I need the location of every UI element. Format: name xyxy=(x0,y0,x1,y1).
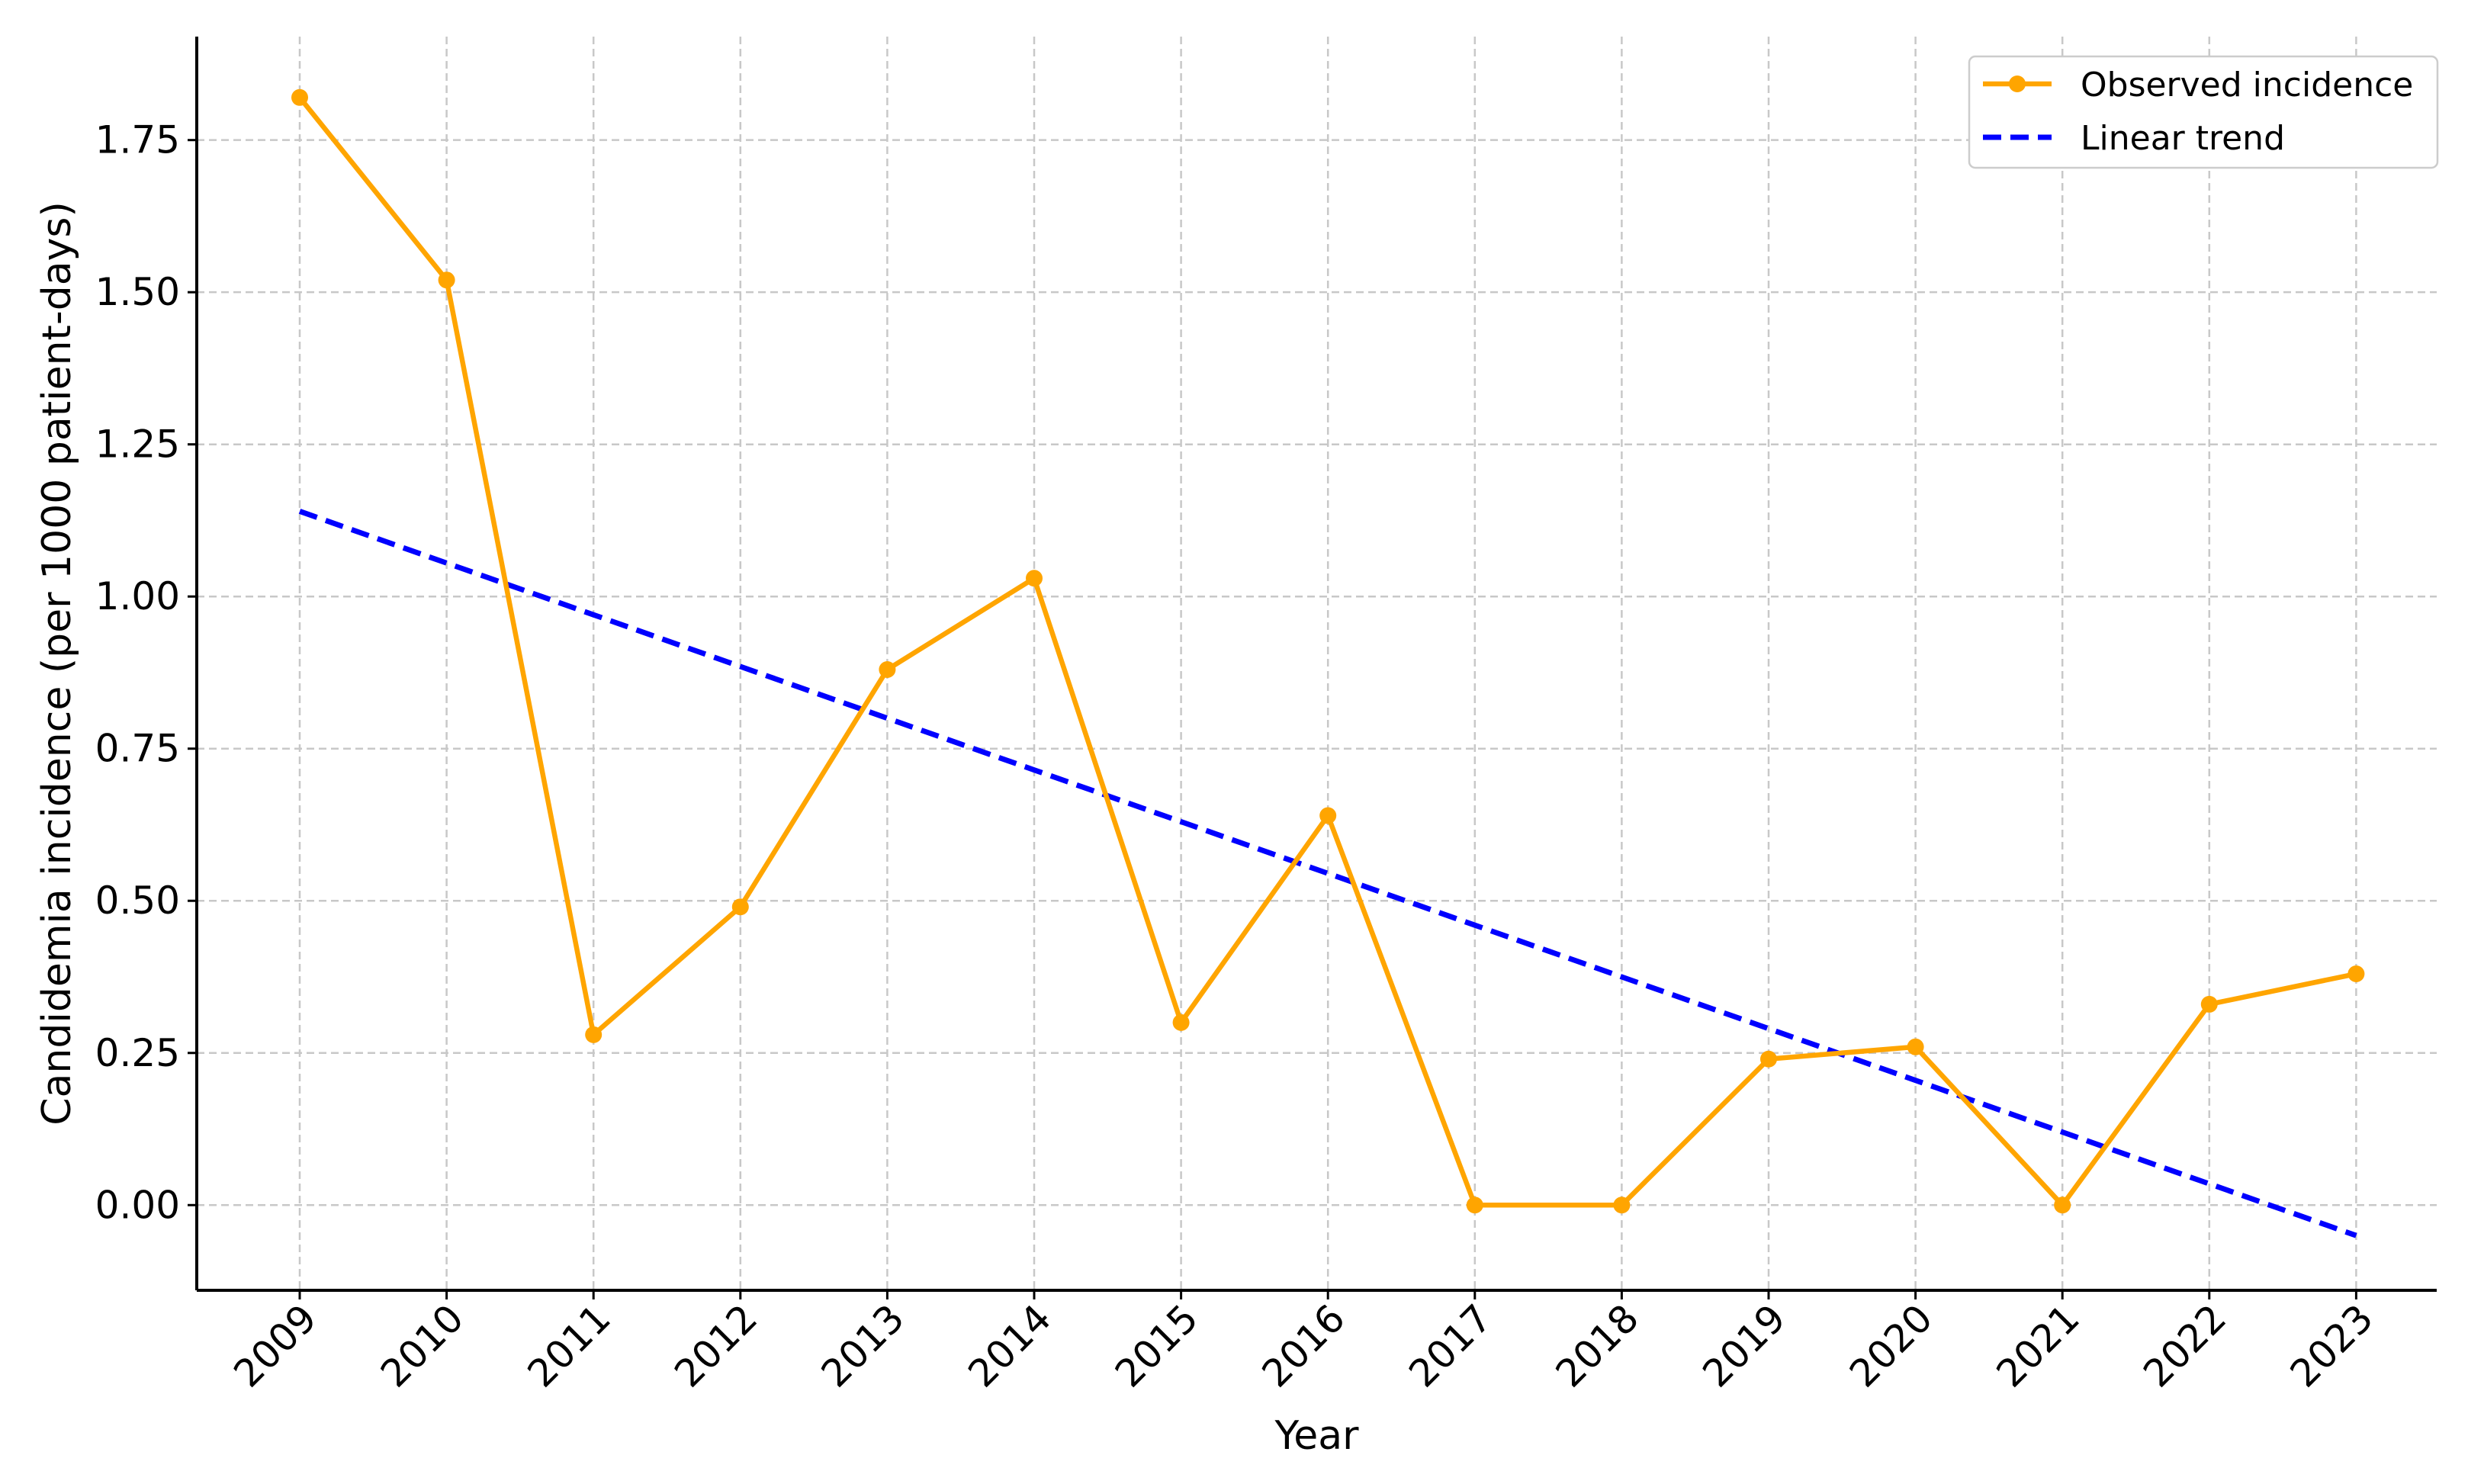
x-tick-label: 2021 xyxy=(1988,1296,2088,1396)
y-ticks: 0.00 0.25 0.50 0.75 1.00 1.25 1.50 1.75 xyxy=(95,118,197,1227)
x-tick-label: 2012 xyxy=(666,1296,766,1396)
observed-incidence-point xyxy=(1613,1197,1631,1214)
y-tick-label: 1.00 xyxy=(95,574,180,618)
observed-incidence-point xyxy=(1907,1038,1924,1055)
observed-incidence-point xyxy=(1466,1197,1483,1214)
axes xyxy=(195,37,2437,1292)
x-tick-label: 2009 xyxy=(225,1296,325,1396)
y-tick-label: 0.25 xyxy=(95,1031,180,1075)
observed-incidence-point xyxy=(1172,1013,1190,1031)
x-tick-label: 2020 xyxy=(1841,1296,1941,1396)
observed-incidence-point xyxy=(2347,965,2365,983)
legend-observed-label: Observed incidence xyxy=(2081,66,2413,104)
x-axis-title: Year xyxy=(1274,1413,1359,1459)
series xyxy=(291,88,2365,1238)
x-tick-label: 2013 xyxy=(813,1296,913,1396)
x-tick-label: 2017 xyxy=(1400,1296,1500,1396)
x-tick-label: 2022 xyxy=(2135,1296,2235,1396)
y-tick-label: 1.75 xyxy=(95,118,180,162)
legend-trend-label: Linear trend xyxy=(2081,119,2285,158)
x-tick-label: 2011 xyxy=(519,1296,619,1396)
observed-incidence-point xyxy=(585,1026,603,1043)
legend-box xyxy=(1968,55,2439,169)
x-tick-label: 2014 xyxy=(959,1296,1059,1396)
x-ticks: 2009 2010 2011 2012 2013 2014 2015 2016 2017 2018… xyxy=(225,1290,2382,1396)
y-tick-label: 1.25 xyxy=(95,422,180,467)
observed-incidence-point xyxy=(1026,570,1043,587)
observed-incidence-point xyxy=(291,88,308,106)
observed-incidence-point xyxy=(2054,1197,2071,1214)
x-tick-label: 2016 xyxy=(1254,1296,1354,1396)
y-tick-label: 0.75 xyxy=(95,727,180,771)
observed-incidence-point xyxy=(2200,995,2218,1013)
x-tick-label: 2018 xyxy=(1547,1296,1647,1396)
linear-trend-line xyxy=(298,509,2357,1238)
y-tick-label: 0.00 xyxy=(95,1183,180,1227)
observed-incidence-point xyxy=(1760,1050,1777,1068)
observed-incidence-point xyxy=(1319,807,1337,824)
y-tick-label: 1.50 xyxy=(95,270,180,314)
y-axis-title: Candidemia incidence (per 1000 patient-d… xyxy=(34,201,80,1126)
x-tick-label: 2023 xyxy=(2282,1296,2382,1396)
observed-incidence-point xyxy=(438,271,455,289)
y-tick-label: 0.50 xyxy=(95,879,180,923)
x-tick-label: 2010 xyxy=(372,1296,472,1396)
legend: Observed incidence Linear trend xyxy=(1968,55,2439,169)
observed-incidence-point xyxy=(879,660,896,678)
grid-lines xyxy=(197,37,2437,1290)
x-tick-label: 2019 xyxy=(1694,1296,1794,1396)
legend-observed-marker xyxy=(2009,75,2026,92)
x-tick-label: 2015 xyxy=(1107,1296,1207,1396)
observed-incidence-point xyxy=(731,898,749,916)
